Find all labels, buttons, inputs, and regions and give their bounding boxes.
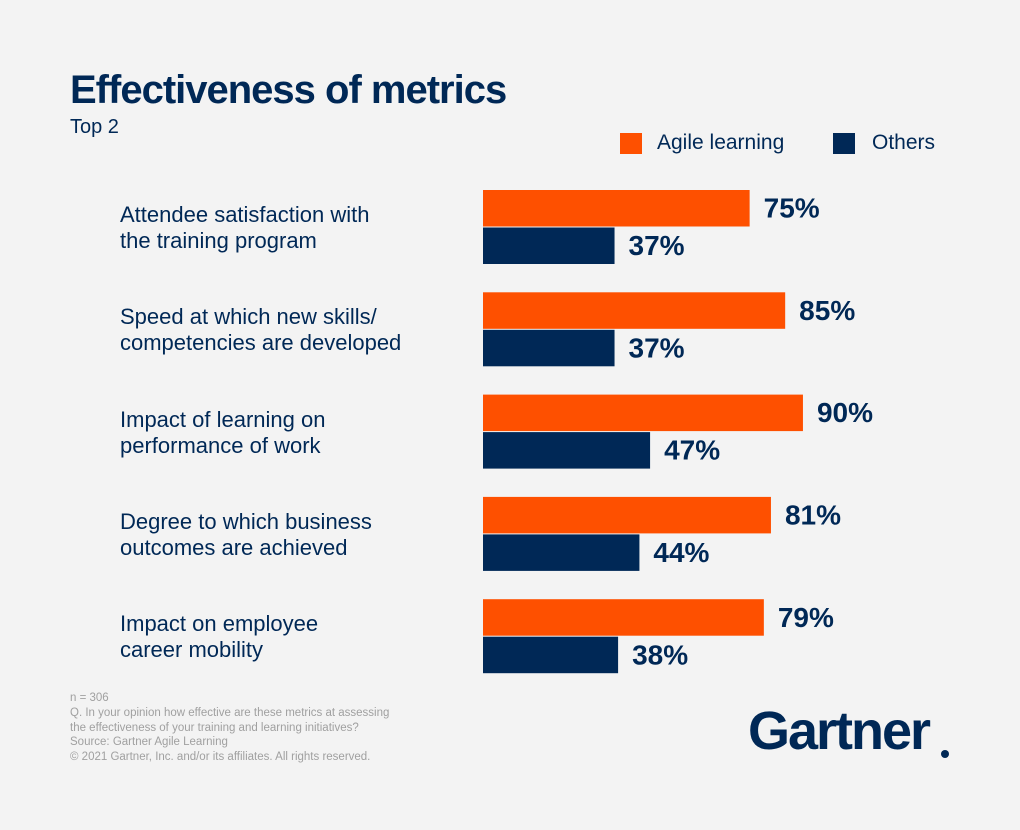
legend-swatch <box>620 133 642 154</box>
value-label: 37% <box>629 332 685 363</box>
legend-label: Others <box>872 131 936 154</box>
bar <box>483 394 803 432</box>
bar <box>483 534 640 571</box>
bar <box>483 329 615 367</box>
value-label: 90% <box>817 397 873 428</box>
chart-title: Effectiveness of metrics <box>70 68 507 112</box>
bar <box>483 190 750 227</box>
footnote: Source: Gartner Agile Learning <box>70 736 228 748</box>
logo-mark <box>941 750 949 758</box>
footnote: © 2021 Gartner, Inc. and/or its affiliat… <box>70 751 371 763</box>
value-label: 85% <box>799 295 855 326</box>
bar <box>483 292 786 329</box>
category-label: Attendee satisfaction with the training … <box>120 202 370 253</box>
value-label: 81% <box>785 500 841 531</box>
value-label: 38% <box>632 639 688 670</box>
value-label: 44% <box>653 537 709 568</box>
bar <box>483 599 764 636</box>
bar <box>483 496 771 534</box>
logo: Gartner <box>748 701 931 761</box>
category-label: Impact of learning on performance of wor… <box>120 406 326 458</box>
legend-swatch <box>833 133 855 154</box>
value-label: 75% <box>764 193 820 224</box>
value-label: 79% <box>778 602 834 633</box>
legend-label: Agile learning <box>657 131 785 154</box>
category-label: Speed at which new skills/ competencies … <box>120 304 402 356</box>
bar <box>483 636 619 674</box>
bar <box>483 227 615 264</box>
footnote: Q. In your opinion how effective are the… <box>70 707 390 734</box>
bar <box>483 432 651 469</box>
chart-subtitle: Top 2 <box>70 116 119 138</box>
category-label: Degree to which business outcomes are ac… <box>120 508 372 560</box>
category-label: Impact on employee career mobility <box>120 611 319 663</box>
value-label: 37% <box>629 230 685 261</box>
value-label: 47% <box>664 435 720 466</box>
footnote: n = 306 <box>70 692 109 704</box>
